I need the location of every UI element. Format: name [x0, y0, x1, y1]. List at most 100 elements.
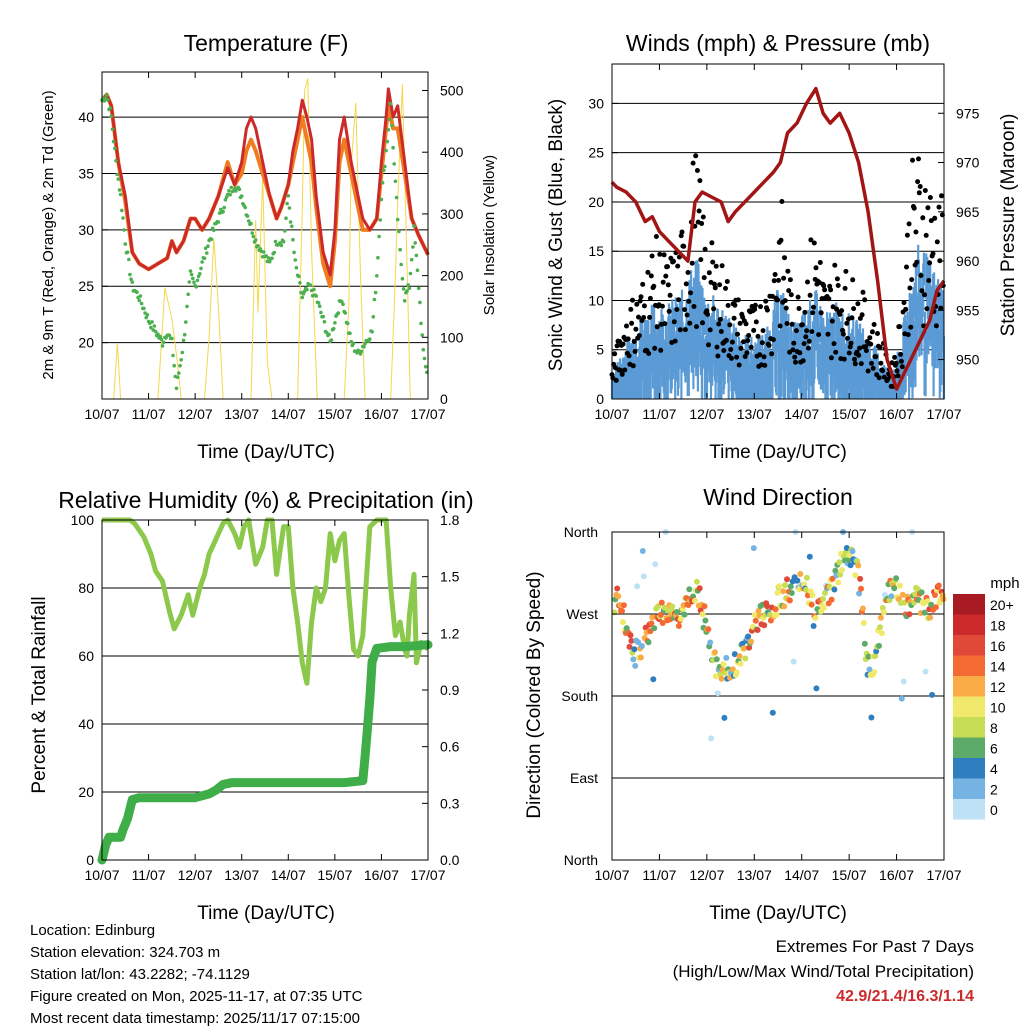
- dewpoint-point: [135, 290, 139, 295]
- gust-point: [782, 298, 788, 304]
- gust-point: [717, 282, 723, 288]
- gust-point: [719, 263, 725, 269]
- dewpoint-point: [297, 274, 301, 279]
- solar-ytick-label: 400: [440, 144, 464, 160]
- legend-swatch: [953, 737, 985, 758]
- gust-point: [696, 208, 702, 214]
- dewpoint-point: [393, 179, 398, 184]
- gust-point: [810, 310, 816, 316]
- dewpoint-point: [391, 145, 395, 150]
- dewpoint-point: [249, 221, 253, 226]
- legend-label: 6: [990, 741, 998, 757]
- direction-point: [831, 586, 838, 593]
- direction-point: [845, 556, 852, 563]
- gust-point: [790, 347, 796, 353]
- direction-point: [781, 603, 788, 610]
- direction-point: [790, 658, 797, 665]
- gust-point: [684, 312, 690, 318]
- gust-point: [630, 297, 635, 303]
- dewpoint-point: [298, 281, 302, 285]
- direction-point: [626, 643, 633, 650]
- gust-point: [925, 205, 931, 211]
- direction-point: [803, 586, 809, 593]
- gust-point: [904, 232, 910, 238]
- gust-point: [758, 304, 763, 310]
- dewpoint-point: [189, 272, 194, 277]
- direction-point: [711, 649, 718, 656]
- dewpoint-point: [415, 268, 420, 273]
- dewpoint-point: [394, 195, 399, 200]
- precip-ytick-label: 1.5: [440, 569, 460, 585]
- gust-point: [694, 324, 699, 330]
- direction-point: [782, 582, 789, 589]
- dewpoint-point: [421, 347, 426, 352]
- dewpoint-point: [345, 321, 350, 326]
- gust-point: [735, 331, 740, 337]
- dewpoint-point: [267, 259, 272, 264]
- temperature-xlabel: Time (Day/UTC): [197, 442, 335, 463]
- direction-point: [921, 609, 928, 616]
- dewpoint-point: [203, 246, 208, 251]
- dewpoint-point: [216, 220, 221, 224]
- direction-point: [856, 590, 863, 597]
- precip-ytick-label: 1.8: [440, 512, 460, 528]
- gust-point: [784, 321, 790, 326]
- gust-point: [818, 310, 824, 316]
- dewpoint-point: [251, 234, 256, 239]
- gust-point: [906, 221, 912, 227]
- direction-point: [702, 617, 709, 624]
- humidity-xlabel: Time (Day/UTC): [197, 903, 335, 924]
- gust-point: [825, 331, 831, 337]
- gust-point: [660, 279, 666, 285]
- gust-point: [682, 327, 688, 333]
- gust-point: [741, 339, 746, 345]
- gust-point: [705, 311, 711, 317]
- direction-point: [873, 648, 880, 655]
- direction-point: [839, 567, 845, 573]
- dewpoint-point: [327, 332, 331, 337]
- direction-point: [652, 561, 659, 568]
- gust-point: [769, 351, 775, 357]
- temp-xtick-label: 13/07: [224, 406, 259, 422]
- dewpoint-point: [192, 280, 196, 285]
- dewpoint-point: [416, 286, 421, 291]
- direction-point: [627, 632, 634, 639]
- direction-point: [878, 630, 885, 637]
- solar-ylabel: Solar Insolation (Yellow): [481, 155, 498, 315]
- dir-xtick-label: 14/07: [784, 867, 819, 883]
- direction-point: [808, 601, 815, 608]
- direction-point: [891, 585, 898, 592]
- dewpoint-point: [209, 237, 214, 241]
- gust-point: [682, 307, 688, 313]
- gust-point: [745, 338, 751, 343]
- gust-point: [679, 229, 685, 235]
- gust-point: [624, 323, 629, 329]
- direction-point: [712, 673, 719, 680]
- dewpoint-point: [229, 185, 233, 190]
- humidity-frame: [101, 519, 429, 861]
- latlon-text: Station lat/lon: 43.2282; -74.1129: [30, 966, 250, 983]
- dewpoint-point: [150, 320, 154, 324]
- direction-point: [900, 678, 907, 685]
- dewpoint-point: [198, 272, 202, 276]
- direction-point: [932, 604, 939, 611]
- dewpoint-point: [382, 168, 386, 173]
- gust-point: [908, 324, 914, 330]
- direction-point: [681, 611, 688, 618]
- dewpoint-point: [123, 242, 128, 246]
- direction-title: Wind Direction: [703, 484, 853, 510]
- gust-point: [646, 351, 652, 356]
- solar-ytick-label: 200: [440, 268, 464, 284]
- gust-point: [625, 336, 631, 342]
- dewpoint-point: [362, 344, 366, 349]
- gust-point: [877, 344, 883, 350]
- gust-point: [849, 315, 855, 321]
- gust-point: [801, 341, 807, 347]
- direction-point: [639, 548, 646, 554]
- gust-point: [816, 332, 822, 338]
- gust-point: [865, 368, 871, 374]
- temp-xtick-label: 17/07: [410, 406, 445, 422]
- gust-point: [909, 277, 915, 283]
- gust-point: [648, 273, 654, 279]
- humidity-title: Relative Humidity (%) & Precipitation (i…: [58, 487, 473, 513]
